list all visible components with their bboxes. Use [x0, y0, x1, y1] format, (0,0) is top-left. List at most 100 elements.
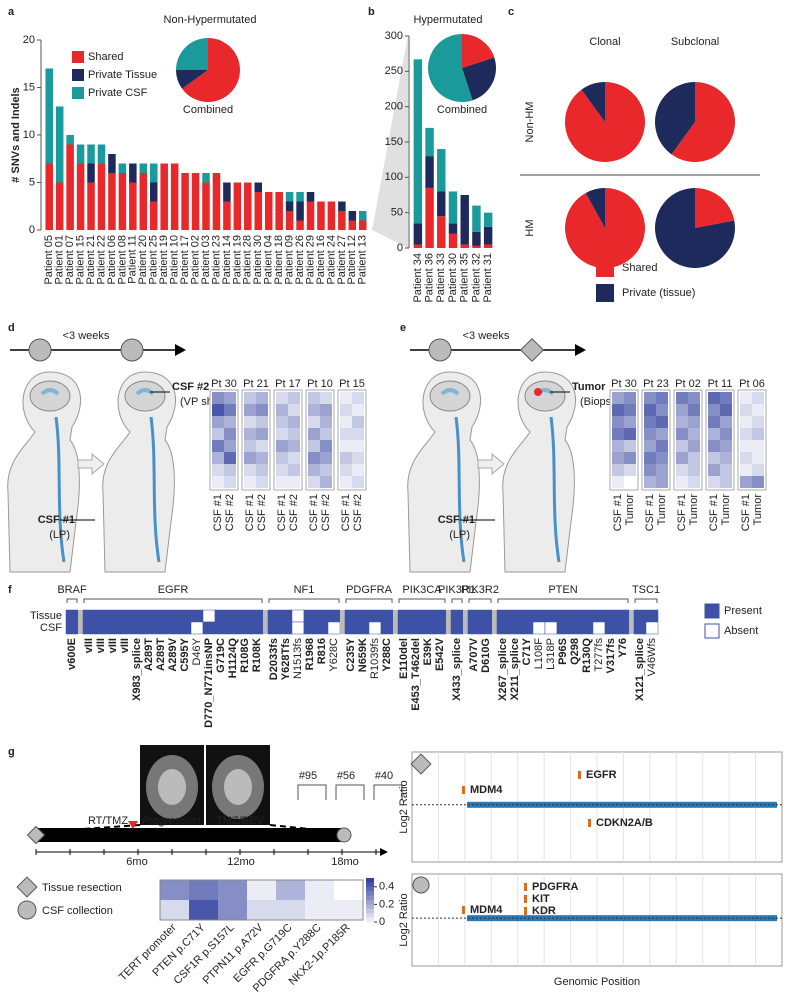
pie-slice [655, 82, 695, 155]
heatmap-cell [676, 440, 688, 452]
heatmap-cell [340, 464, 352, 476]
x-tick-label: Patient 30 [447, 253, 459, 303]
panel-letter: f [8, 584, 12, 596]
heatmap-cell [288, 392, 300, 404]
heatmap-cell [256, 476, 268, 488]
regimen-label: TMZ/BEV [216, 815, 264, 827]
heatmap-cell [212, 428, 224, 440]
gene-label: NF1 [294, 584, 315, 596]
presence-cell [106, 621, 120, 635]
heatmap-cell [612, 440, 624, 452]
presence-cell [508, 609, 522, 623]
zoom-wedge [372, 35, 408, 248]
brain [29, 380, 71, 412]
heatmap-cell [308, 440, 320, 452]
heatmap-cell [720, 440, 732, 452]
bar-segment [118, 163, 127, 173]
presence-cell [106, 609, 120, 623]
x-tick-label: Patient 30 [252, 235, 264, 285]
heatmap-cell [740, 464, 752, 476]
heatmap-cell [708, 440, 720, 452]
x-tick-label: Patient 29 [304, 235, 316, 285]
bar-segment [160, 163, 168, 230]
heatmap-cell [288, 452, 300, 464]
heatmap-column-label: CSF #1 [740, 494, 752, 531]
presence-cell [118, 609, 132, 623]
pie-slice [695, 188, 735, 228]
heatmap-column-label: CSF #1 [212, 494, 224, 531]
x-tick-label: Patient 23 [210, 235, 222, 285]
heatmap-title: Pt 30 [211, 378, 237, 390]
bar-segment [129, 163, 137, 183]
presence-cell [226, 621, 240, 635]
bar-segment [212, 173, 221, 230]
mutation-label: Q298 [569, 638, 581, 665]
presence-cell [604, 609, 618, 623]
bar-segment [233, 182, 242, 230]
x-tick-label: Patient 24 [325, 235, 337, 285]
x-tick-label: Patient 21 [85, 235, 97, 285]
presence-cell [496, 621, 510, 635]
gene-label: KIT [532, 893, 550, 905]
ventricle [135, 388, 155, 396]
heatmap-cell [212, 392, 224, 404]
bar-segment [413, 59, 423, 224]
presence-cell [267, 609, 281, 623]
heatmap-cell [320, 440, 332, 452]
heatmap-cell [644, 464, 656, 476]
presence-cell [467, 621, 481, 635]
heatmap-cell [624, 416, 636, 428]
bar-segment [181, 173, 189, 230]
group-separator [393, 610, 398, 634]
presence-cell [250, 621, 264, 635]
arrowhead [575, 344, 586, 356]
heatmap-cell [612, 464, 624, 476]
heatmap-cell [752, 476, 764, 488]
heatmap-cell [288, 464, 300, 476]
interval-label: <3 weeks [63, 330, 110, 342]
presence-cell [580, 621, 594, 635]
presence-cell [154, 621, 168, 635]
presence-cell [508, 621, 522, 635]
heatmap-cell [720, 416, 732, 428]
heatmap-cell [320, 416, 332, 428]
row-label: Tissue [30, 610, 62, 622]
y-tick-label: 10 [23, 129, 35, 141]
mutation-label: V46Wfs [646, 638, 658, 677]
bar-segment [338, 201, 346, 211]
heatmap-cell [740, 476, 752, 488]
heatmap-cell [612, 404, 624, 416]
heatmap-cell [224, 392, 236, 404]
heatmap-cell [244, 476, 256, 488]
brain [124, 380, 166, 412]
heatmap-cell [612, 416, 624, 428]
y-tick-label: 200 [385, 101, 403, 113]
group-separator [463, 610, 468, 634]
presence-cell [433, 621, 447, 635]
heatmap-cell [656, 476, 668, 488]
bar-segment [97, 163, 106, 230]
mutation-label: vIII [95, 638, 107, 653]
presence-cell [450, 621, 464, 635]
gene-label: CDKN2A/B [596, 817, 653, 829]
gene-label: TSC1 [632, 584, 660, 596]
gene-label: PIK3R2 [461, 584, 499, 596]
heatmap-cell [224, 440, 236, 452]
case-label: #40 [375, 770, 393, 782]
heatmap-cell [676, 464, 688, 476]
bar-segment [425, 187, 434, 248]
heatmap-column-label: CSF #1 [708, 494, 720, 531]
heatmap-cell [276, 452, 288, 464]
legend-csf [17, 900, 37, 920]
presence-cell [142, 609, 156, 623]
heatmap-cell [340, 416, 352, 428]
body-outline [407, 371, 481, 573]
mutation-label: Y628Tfs [280, 638, 292, 680]
heatmap-cell [244, 440, 256, 452]
presence-cell [82, 609, 96, 623]
heatmap-cell [244, 428, 256, 440]
bar-segment [338, 211, 346, 230]
mutation-label: D46Y [191, 637, 203, 665]
axis-arrow [380, 848, 388, 856]
heatmap-cell [688, 452, 700, 464]
